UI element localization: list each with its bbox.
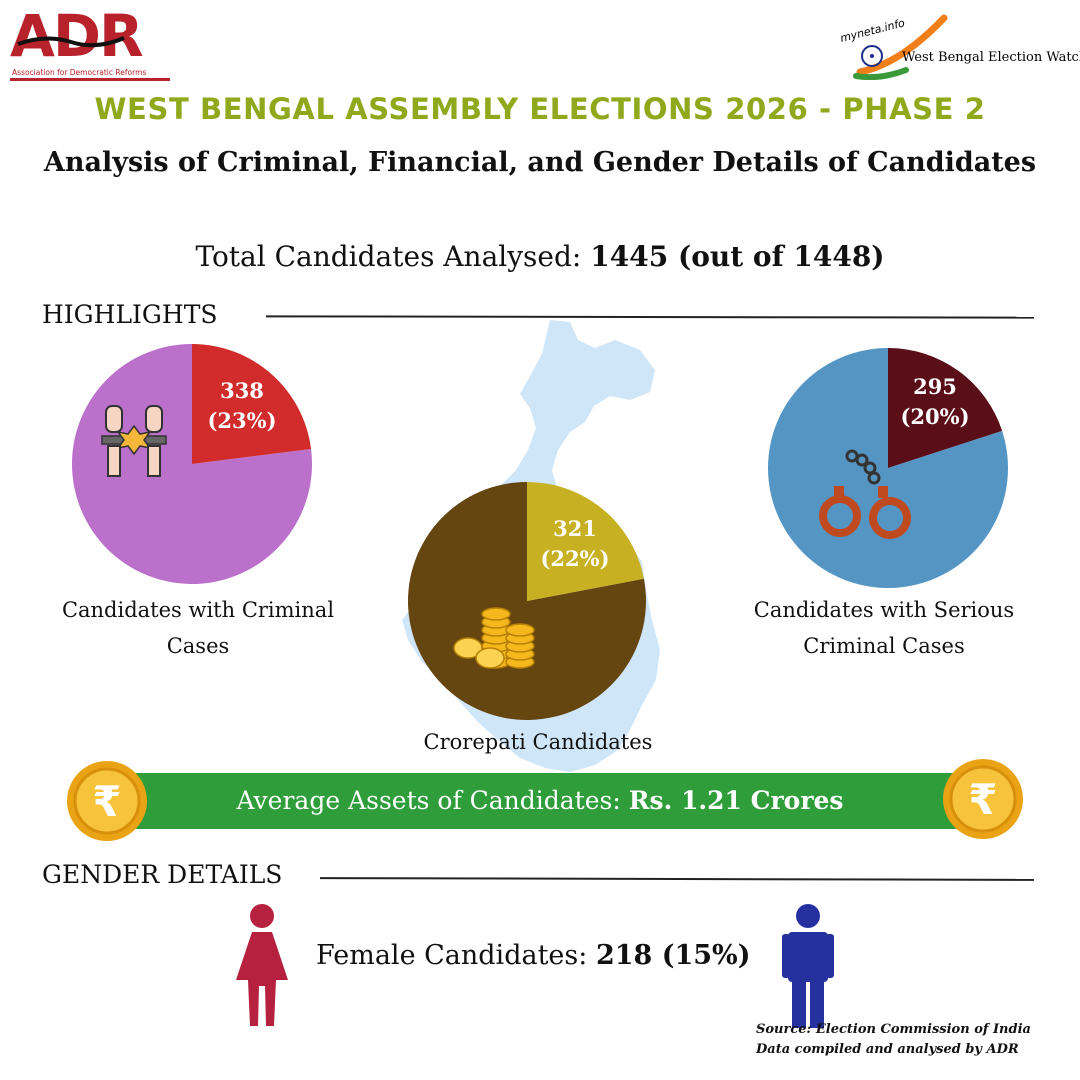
myneta-swoosh-icon [853, 14, 948, 80]
female-icon [236, 904, 288, 1026]
pie-crorepati-caption: Crorepati Candidates [423, 730, 653, 754]
source-line-1: Source: Election Commission of India [756, 1022, 1031, 1037]
male-icon [782, 904, 834, 1028]
handcuffs-icon [819, 449, 911, 539]
page-subtitle: Analysis of Criminal, Financial, and Gen… [43, 147, 1037, 178]
pie-serious-percent: (20%) [900, 404, 970, 429]
pie-crorepati-percent: (22%) [540, 546, 610, 571]
pie-crorepati-slice-label: 321 (22%) [530, 514, 620, 574]
source-note: Source: Election Commission of India Dat… [756, 1020, 1031, 1060]
total-value: 1445 (out of 1448) [590, 240, 885, 273]
adr-logo: ADR Association for Democratic Reforms [8, 4, 170, 81]
assets-text: Average Assets of Candidates: Rs. 1.21 C… [120, 773, 960, 829]
pie-criminal [72, 344, 312, 584]
adr-underline [10, 78, 170, 81]
coins-icon [453, 607, 535, 669]
pie-crorepati-count: 321 [553, 516, 597, 541]
pie-serious-slice-label: 295 (20%) [890, 372, 980, 432]
pie-criminal-percent: (23%) [207, 408, 277, 433]
female-value: 218 (15%) [595, 940, 751, 971]
total-candidates: Total Candidates Analysed: 1445 (out of … [0, 240, 1080, 273]
gender-rule [319, 877, 1035, 881]
pie-serious-count: 295 [913, 374, 957, 399]
total-label: Total Candidates Analysed: [195, 240, 582, 273]
adr-swoosh-icon [17, 36, 125, 48]
assets-bar [120, 773, 960, 829]
highlights-heading: HIGHLIGHTS [42, 300, 218, 329]
pie-criminal-caption: Candidates with Criminal Cases [61, 598, 335, 658]
pie-criminal-slice-label: 338 (23%) [196, 376, 288, 436]
female-candidates: Female Candidates: 218 (15%) [316, 940, 751, 971]
pie-crorepati [408, 482, 646, 720]
source-line-2: Data compiled and analysed by ADR [756, 1042, 1019, 1057]
page-title: WEST BENGAL ASSEMBLY ELECTIONS 2026 - PH… [94, 92, 986, 126]
assets-label: Average Assets of Candidates: [236, 786, 621, 815]
rupee-coin-left-icon: ₹ [67, 761, 147, 841]
pie-criminal-slice [192, 344, 312, 464]
myneta-name: West Bengal Election Watch [902, 50, 1080, 65]
pie-serious-slice [888, 348, 1003, 468]
gender-heading: GENDER DETAILS [42, 860, 283, 889]
adr-logo-subtitle: Association for Democratic Reforms [12, 68, 147, 77]
rupee-symbol-left: ₹ [92, 777, 121, 826]
adr-logo-text: ADR [10, 2, 144, 70]
female-label: Female Candidates: [316, 940, 588, 971]
pie-serious-caption: Candidates with Serious Criminal Cases [753, 598, 1015, 658]
assets-value: Rs. 1.21 Crores [628, 786, 844, 815]
pie-crorepati-slice [527, 482, 644, 601]
pie-criminal-count: 338 [220, 378, 264, 403]
fists-icon [101, 405, 167, 477]
rupee-symbol-right: ₹ [968, 775, 997, 824]
rupee-coin-right-icon: ₹ [943, 759, 1023, 839]
